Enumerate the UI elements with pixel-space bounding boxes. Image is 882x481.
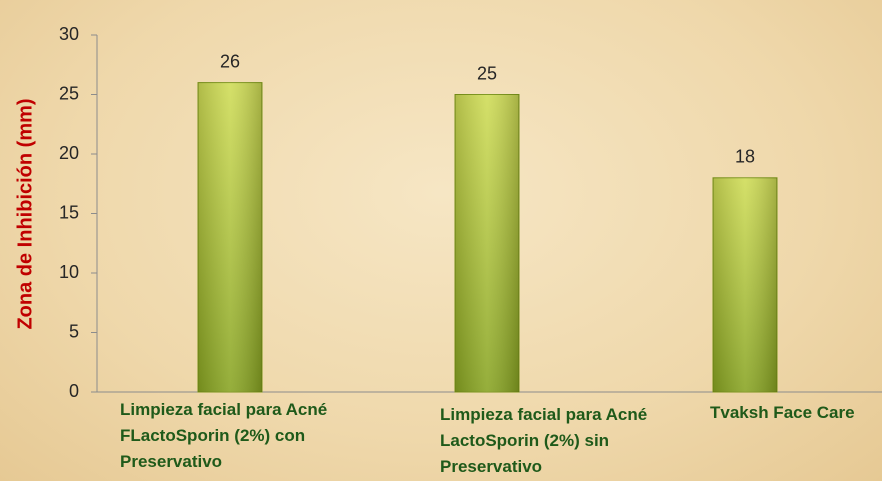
y-tick-label: 10 [59,262,79,282]
bar-shade [455,94,519,392]
data-label: 25 [477,63,497,83]
bar-shade [713,177,777,392]
y-tick-label: 25 [59,83,79,103]
y-tick-label: 0 [69,381,79,401]
data-label: 26 [220,51,240,71]
y-tick-label: 20 [59,143,79,163]
bar-shade [198,82,262,392]
y-tick-label: 30 [59,24,79,44]
x-tick-label: Limpieza facial para Acné LactoSporin (2… [440,405,657,476]
data-label: 18 [735,147,755,167]
x-tick-label: Limpieza facial para Acné FLactoSporin (… [120,400,332,471]
x-tick-label: Tvaksh Face Care [710,403,855,422]
y-tick-label: 5 [69,321,79,341]
y-tick-label: 15 [59,202,79,222]
y-axis-title: Zona de Inhibición (mm) [14,98,36,329]
